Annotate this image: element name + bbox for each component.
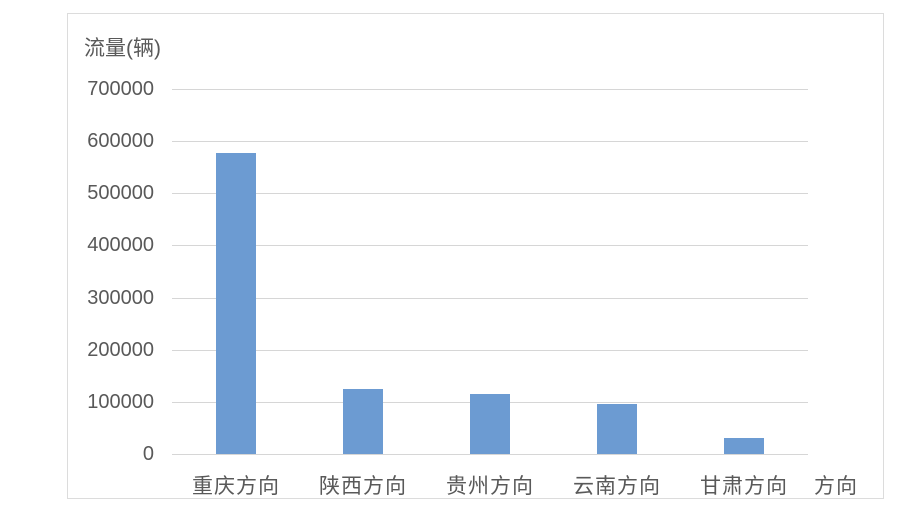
- chart-bar-1: [216, 153, 256, 454]
- chart-title: 流量(辆): [84, 37, 161, 60]
- y-tick-label: 500000: [87, 182, 154, 204]
- chart-bar-4: [597, 404, 637, 454]
- chart-bar-3: [470, 394, 510, 454]
- y-tick-label: 100000: [87, 391, 154, 413]
- x-tick-label: 甘肃方向: [700, 475, 788, 498]
- y-gridline: [172, 350, 808, 351]
- chart-panel: 流量(辆) 0 100000 200000 300000 400000 500000 600…: [67, 13, 884, 499]
- y-gridline: [172, 454, 808, 455]
- y-tick-label: 600000: [87, 130, 154, 152]
- y-gridline: [172, 141, 808, 142]
- y-tick-label: 400000: [87, 234, 154, 256]
- x-tick-label: 贵州方向: [446, 475, 534, 498]
- y-gridline: [172, 245, 808, 246]
- y-tick-label: 700000: [87, 78, 154, 100]
- x-tick-label: 云南方向: [573, 475, 661, 498]
- x-axis-title: 方向: [814, 475, 858, 498]
- chart-bar-5: [724, 438, 764, 454]
- chart-bar-2: [343, 389, 383, 454]
- y-tick-label: 300000: [87, 287, 154, 309]
- y-tick-label: 0: [142, 443, 154, 465]
- y-gridline: [172, 193, 808, 194]
- y-tick-label: 200000: [87, 339, 154, 361]
- y-gridline: [172, 298, 808, 299]
- x-tick-label: 重庆方向: [192, 475, 280, 498]
- x-tick-label: 陕西方向: [319, 475, 407, 498]
- y-gridline: [172, 89, 808, 90]
